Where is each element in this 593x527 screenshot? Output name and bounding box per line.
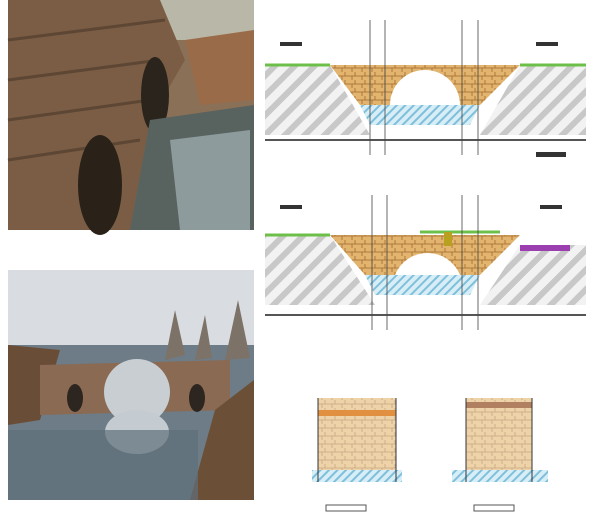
photo-arches xyxy=(7,0,254,235)
photo-bridge xyxy=(8,270,254,500)
section-drawing-1 xyxy=(262,20,590,160)
section-drawing-2 xyxy=(262,180,590,340)
detail-drawing-1 xyxy=(312,398,402,512)
detail-drawing-2 xyxy=(452,398,548,512)
